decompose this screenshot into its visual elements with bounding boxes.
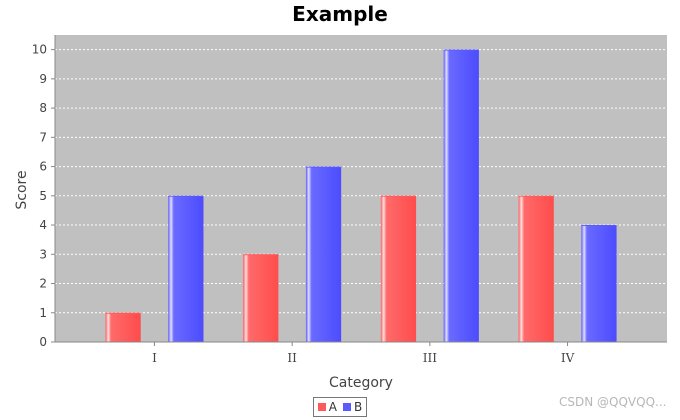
legend-item-a: A xyxy=(317,400,337,414)
bar-b-iii xyxy=(443,49,479,342)
y-axis-label: Score xyxy=(14,170,30,209)
legend-swatch-a xyxy=(317,403,326,411)
bar-a-iv xyxy=(518,195,554,342)
y-tick-label: 1 xyxy=(39,306,47,320)
bar-a-i xyxy=(105,312,141,342)
y-tick-label: 10 xyxy=(32,43,47,57)
y-tick-label: 9 xyxy=(39,72,47,86)
legend-label-b: B xyxy=(353,400,363,414)
y-tick-label: 0 xyxy=(39,335,47,349)
y-tick-label: 7 xyxy=(39,130,47,144)
y-tick-label: 5 xyxy=(39,189,47,203)
x-tick-label: III xyxy=(423,351,437,365)
chart-title: Example xyxy=(292,2,388,26)
y-tick-label: 2 xyxy=(39,277,47,291)
watermark: CSDN @QQVQQ... xyxy=(559,395,667,409)
legend: A B xyxy=(313,397,367,417)
y-tick-label: 6 xyxy=(39,160,47,174)
legend-swatch-b xyxy=(342,403,351,411)
x-tick-label: IV xyxy=(561,351,575,365)
y-tick-label: 3 xyxy=(39,247,47,261)
y-tick-label: 4 xyxy=(39,218,47,232)
x-axis-label: Category xyxy=(329,375,393,391)
bar-a-ii xyxy=(243,254,279,342)
bar-b-iv xyxy=(581,225,617,342)
legend-item-b: B xyxy=(342,400,363,414)
legend-label-a: A xyxy=(328,400,337,414)
x-tick-label: II xyxy=(287,351,297,365)
bar-a-iii xyxy=(380,195,417,342)
plot-area xyxy=(55,35,667,342)
bars xyxy=(105,49,617,342)
bar-b-ii xyxy=(305,166,342,342)
gridlines xyxy=(55,49,667,314)
y-tick-label: 8 xyxy=(39,101,47,115)
bar-b-i xyxy=(168,195,204,342)
x-tick-label: I xyxy=(152,351,157,365)
